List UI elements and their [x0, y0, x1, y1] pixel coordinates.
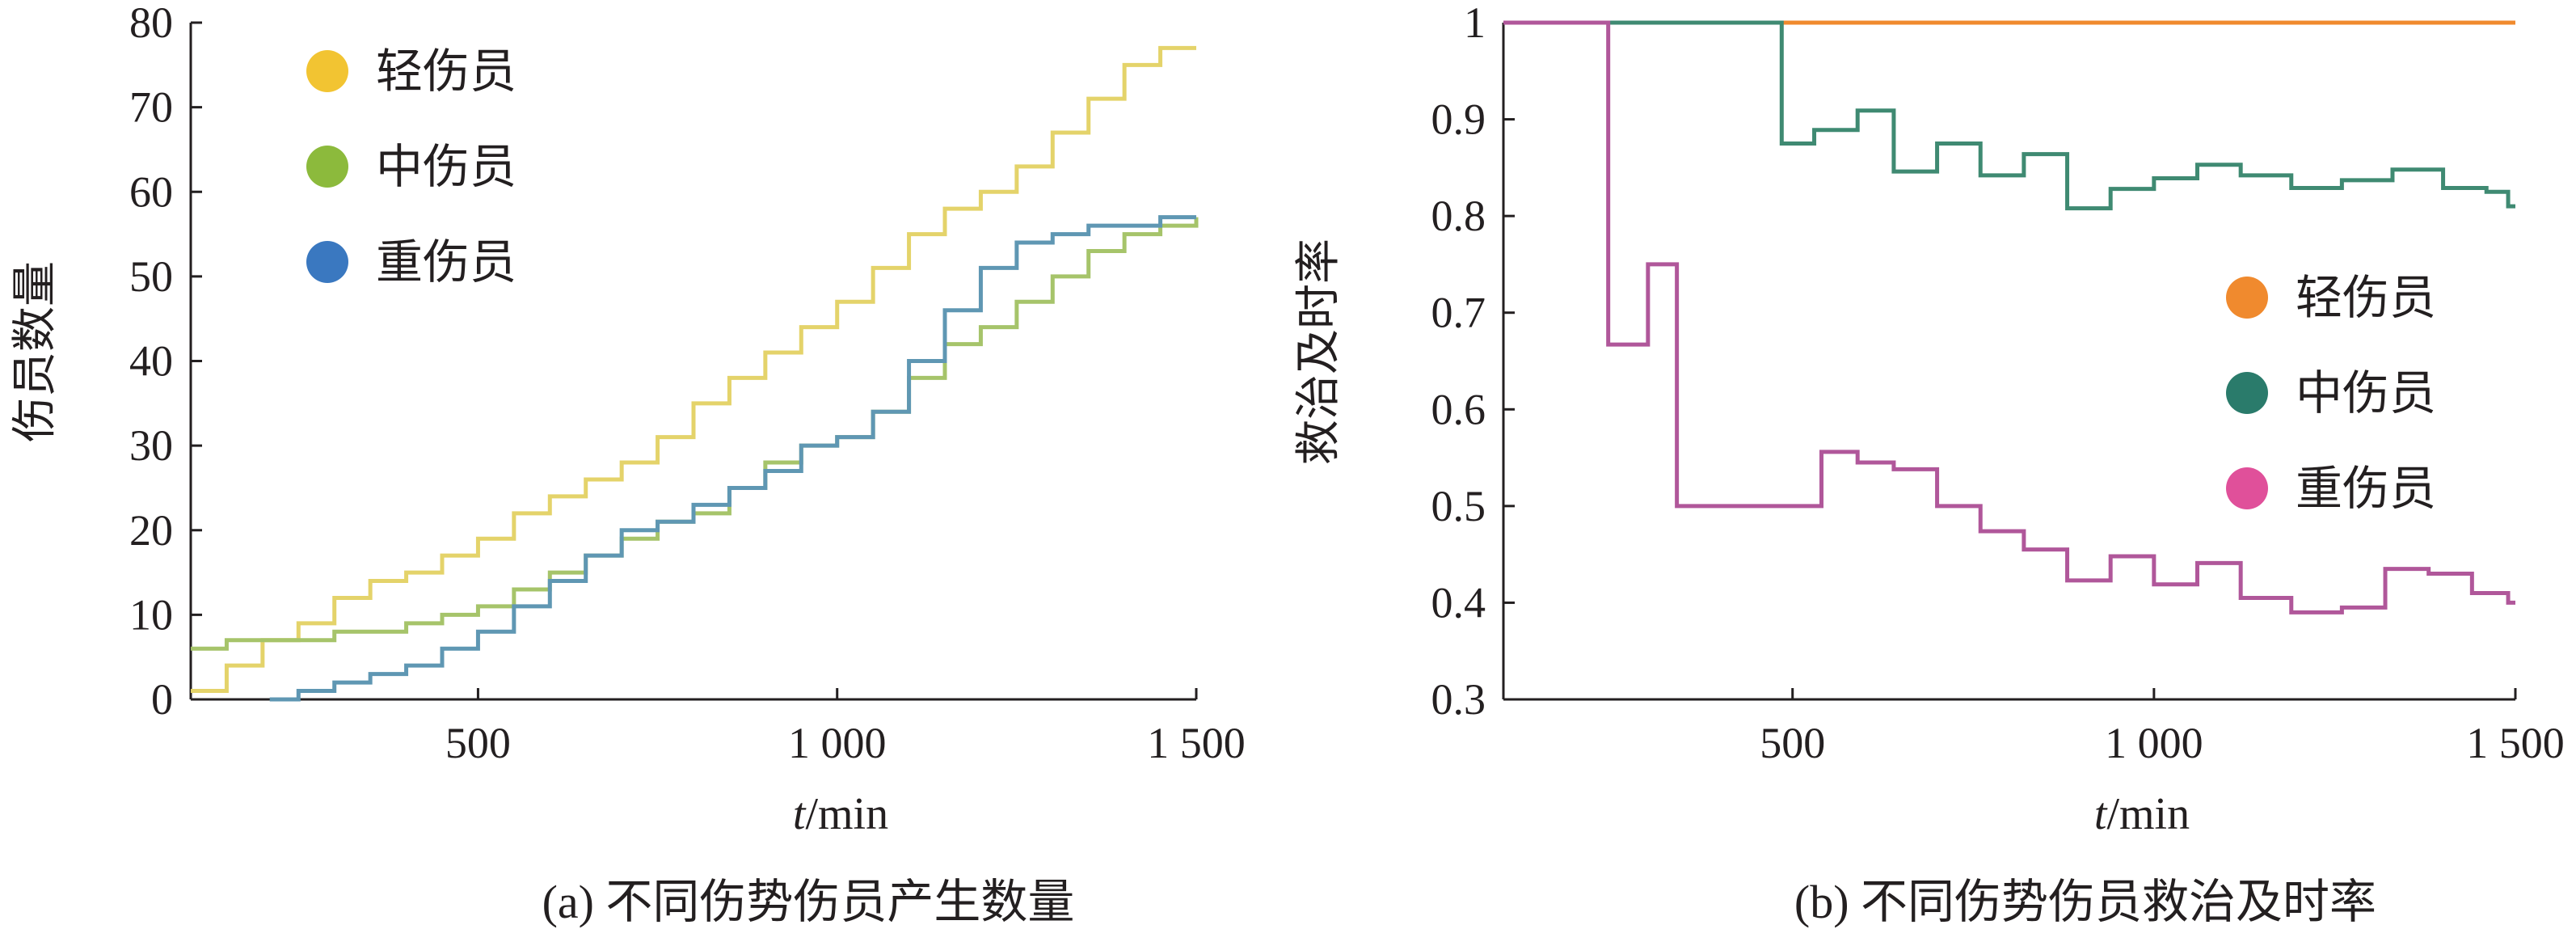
- panel-b-legend-label-1: 轻伤员: [2296, 270, 2436, 325]
- panel-a-series-line-3: [269, 215, 1196, 702]
- panel-b-legend-label-3: 重伤员: [2296, 461, 2436, 516]
- panel-b-y-axis-title: 救治及时率: [1294, 239, 1344, 465]
- panel-a-y-tick-label: 60: [129, 167, 173, 216]
- panel-a-legend-label-2: 中伤员: [376, 139, 516, 194]
- panel-b-chart: 救治及时率 t/min (b) 不同伤势伤员救治及时率 0.3 0.4 0.5 0.6…: [1294, 0, 2565, 928]
- panel-a-x-axis-title-italic: t: [793, 789, 807, 839]
- panel-b-series-line-3: [1503, 20, 2515, 614]
- panel-b-y-tick-label: 0.4: [1431, 578, 1486, 627]
- panel-a-x-tick-label: 1 500: [1147, 719, 1246, 767]
- panel-b-y-tick-label: 1: [1464, 0, 1486, 47]
- panel-a-legend-marker-3: [306, 241, 348, 283]
- panel-b-legend-label-2: 中伤员: [2296, 365, 2436, 420]
- panel-a-legend-marker-1: [306, 50, 348, 92]
- panel-a-legend-marker-2: [306, 146, 348, 188]
- panel-b-x-tick-label: 1 500: [2466, 719, 2565, 767]
- panel-a-caption: (a) 不同伤势伤员产生数量: [542, 876, 1075, 928]
- panel-b-x-axis-title-italic: t: [2094, 789, 2108, 839]
- panel-b-legend-marker-3: [2226, 467, 2268, 509]
- panel-b-x-axis-title-unit: /min: [2106, 789, 2190, 839]
- panel-a-x-tick-label: 1 000: [788, 719, 887, 767]
- panel-a-series-line-1: [191, 45, 1196, 694]
- panel-b-legend-marker-2: [2226, 372, 2268, 414]
- panel-a-y-axis-title: 伤员数量: [11, 261, 61, 442]
- panel-a-y-tick-label: 0: [151, 675, 173, 724]
- panel-a-y-tick-label: 50: [129, 252, 173, 301]
- panel-a-y-tick-label: 80: [129, 0, 173, 47]
- panel-b-x-tick-label: 500: [1760, 719, 1825, 767]
- panel-a-x-axis-title: t/min: [793, 789, 888, 839]
- panel-a-legend-label-3: 重伤员: [376, 234, 516, 289]
- panel-b-caption: (b) 不同伤势伤员救治及时率: [1794, 876, 2376, 928]
- panel-b-y-tick-label: 0.9: [1431, 95, 1486, 144]
- panel-b-y-tick-label: 0.6: [1431, 385, 1486, 433]
- panel-a-legend-label-1: 轻伤员: [376, 44, 516, 99]
- panel-a-chart: 伤员数量 t/min (a) 不同伤势伤员产生数量 0 10 20 30 40 50 60 7…: [11, 0, 1246, 928]
- panel-a-y-tick-label: 30: [129, 421, 173, 470]
- panel-a-y-tick-label: 10: [129, 590, 173, 639]
- panel-b-legend-marker-1: [2226, 277, 2268, 319]
- panel-b-y-tick-label: 0.3: [1431, 675, 1486, 724]
- panel-b-series-line-2: [1503, 20, 2515, 211]
- panel-a-x-tick-label: 500: [445, 719, 511, 767]
- panel-a-y-tick-label: 70: [129, 83, 173, 132]
- panel-a-y-tick-label: 40: [129, 337, 173, 386]
- panel-b-y-tick-label: 0.8: [1431, 192, 1486, 240]
- panel-a-x-axis-title-unit: /min: [805, 789, 888, 839]
- panel-b-y-tick-label: 0.5: [1431, 482, 1486, 530]
- panel-b-x-axis-title: t/min: [2094, 789, 2190, 839]
- panel-a-y-tick-label: 20: [129, 506, 173, 555]
- panel-b-x-tick-label: 1 000: [2105, 719, 2203, 767]
- panel-b-y-tick-label: 0.7: [1431, 289, 1486, 337]
